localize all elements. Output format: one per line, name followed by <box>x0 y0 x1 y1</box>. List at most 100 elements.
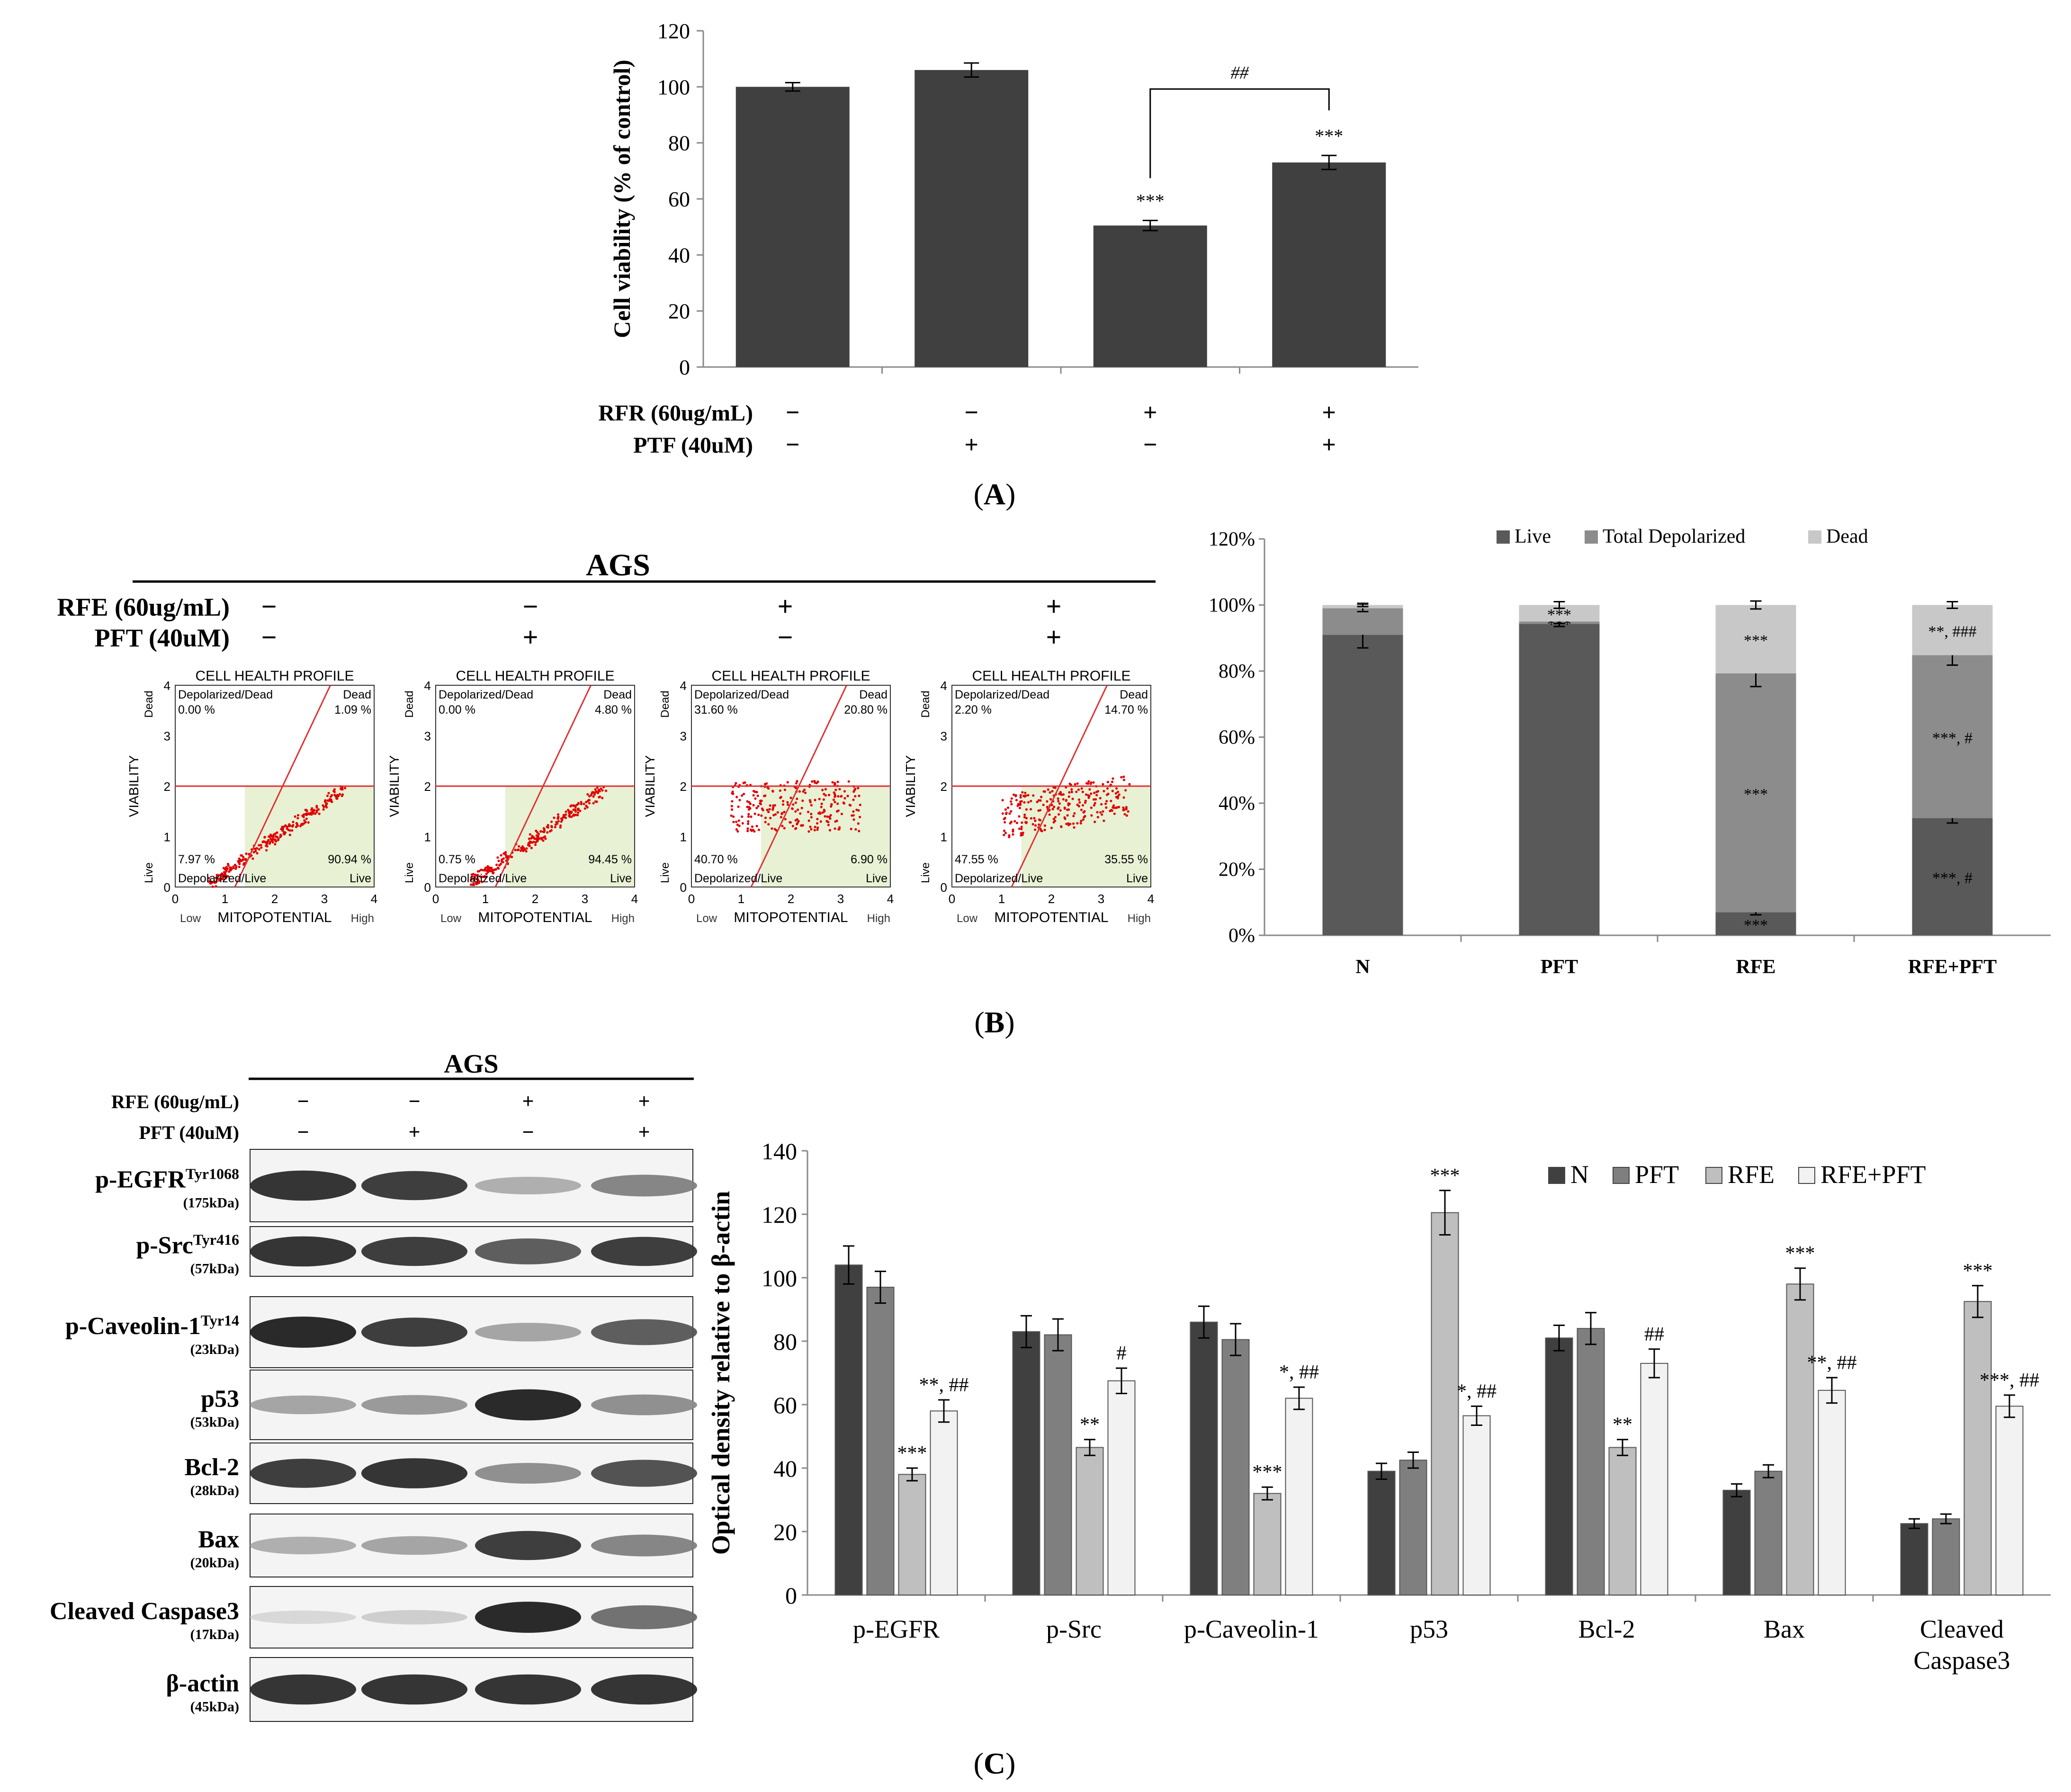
bar <box>1995 1406 2024 1596</box>
y-tick-label: 0 <box>941 880 947 895</box>
event-dot <box>830 803 833 806</box>
event-dot <box>533 837 536 840</box>
event-dot <box>851 814 853 817</box>
quadrant-label: Depolarized/Live <box>955 872 1043 885</box>
event-dot <box>761 807 764 810</box>
event-dot <box>563 815 565 818</box>
bar <box>1044 1334 1072 1596</box>
blot-band <box>361 1171 467 1201</box>
blot-band <box>475 1602 581 1633</box>
event-dot <box>514 849 517 851</box>
event-dot <box>529 833 532 836</box>
event-dot <box>801 824 804 827</box>
event-dot <box>840 813 843 815</box>
y-tick-label: 20% <box>1219 859 1255 881</box>
significance-label: *** <box>1136 190 1165 212</box>
event-dot <box>816 826 819 829</box>
event-dot <box>542 830 545 833</box>
stacked-segment <box>1715 912 1796 935</box>
event-dot <box>269 833 272 836</box>
event-dot <box>1122 809 1125 812</box>
treatment-sign: − <box>777 622 793 653</box>
scatter-points <box>469 786 608 887</box>
event-dot <box>752 804 755 806</box>
event-dot <box>760 814 763 817</box>
bar <box>930 1410 958 1595</box>
event-dot <box>1037 809 1040 812</box>
event-dot <box>834 782 836 785</box>
event-dot <box>1065 799 1067 802</box>
x-axis-title: MITOPOTENTIAL <box>994 910 1108 925</box>
event-dot <box>574 805 576 807</box>
y-tick-label: 20 <box>773 1519 797 1545</box>
event-dot <box>741 815 744 818</box>
quadrant-label: Live <box>610 872 632 885</box>
event-dot <box>288 833 291 836</box>
event-dot <box>838 788 841 791</box>
event-dot <box>500 854 502 857</box>
event-dot <box>556 813 560 816</box>
event-dot <box>809 825 812 828</box>
event-dot <box>810 813 813 815</box>
event-dot <box>315 805 318 807</box>
event-dot <box>218 879 221 882</box>
event-dot <box>1122 775 1125 778</box>
event-dot <box>1104 802 1107 805</box>
legend-swatch <box>1613 1167 1630 1184</box>
event-dot <box>1015 798 1018 802</box>
event-dot <box>1095 794 1098 797</box>
panel-b-cell-line: AGS <box>586 548 650 582</box>
significance-label: **, ### <box>1928 623 1977 641</box>
western-blots: p-EGFRTyr1068(175kDa)p-SrcTyr416(57kDa)p… <box>50 1149 697 1722</box>
event-dot <box>314 812 317 815</box>
event-dot <box>835 810 839 813</box>
stacked-segment <box>1912 818 1993 935</box>
event-dot <box>1090 806 1093 809</box>
event-dot <box>281 829 284 832</box>
event-dot <box>232 867 235 869</box>
blot-band <box>475 1238 581 1264</box>
event-dot <box>496 856 499 859</box>
blot-molecular-weight: (23kDa) <box>190 1342 239 1357</box>
event-dot <box>469 883 473 886</box>
mitopotential-gate <box>494 685 592 887</box>
y-tick-label: 4 <box>424 679 431 693</box>
event-dot <box>821 788 824 791</box>
event-dot <box>220 878 223 880</box>
event-dot <box>546 831 549 834</box>
event-dot <box>542 836 545 839</box>
blot-band <box>250 1536 356 1555</box>
event-dot <box>1072 822 1075 825</box>
event-dot <box>810 828 813 831</box>
y-end-label: Dead <box>403 690 416 717</box>
event-dot <box>289 824 292 827</box>
significance-label: *** <box>1253 1461 1282 1483</box>
x-tick-label: 3 <box>1098 892 1104 906</box>
event-dot <box>484 866 487 869</box>
event-dot <box>218 877 221 880</box>
event-dot <box>1010 820 1013 823</box>
event-dot <box>783 811 786 814</box>
treatment-sign: + <box>638 1120 650 1144</box>
event-dot <box>736 830 739 833</box>
event-dot <box>847 780 850 783</box>
event-dot <box>836 780 839 783</box>
event-dot <box>1092 781 1095 784</box>
event-dot <box>813 829 816 832</box>
event-dot <box>568 812 571 815</box>
event-dot <box>783 788 787 791</box>
event-dot <box>1012 833 1014 836</box>
event-dot <box>239 859 242 861</box>
event-dot <box>222 873 225 876</box>
blot-band <box>591 1394 697 1416</box>
event-dot <box>299 824 302 827</box>
event-dot <box>779 789 782 792</box>
event-dot <box>735 828 738 831</box>
event-dot <box>554 825 557 829</box>
event-dot <box>756 794 759 797</box>
event-dot <box>279 835 282 838</box>
event-dot <box>783 827 786 830</box>
event-dot <box>554 823 557 826</box>
event-dot <box>746 827 749 830</box>
